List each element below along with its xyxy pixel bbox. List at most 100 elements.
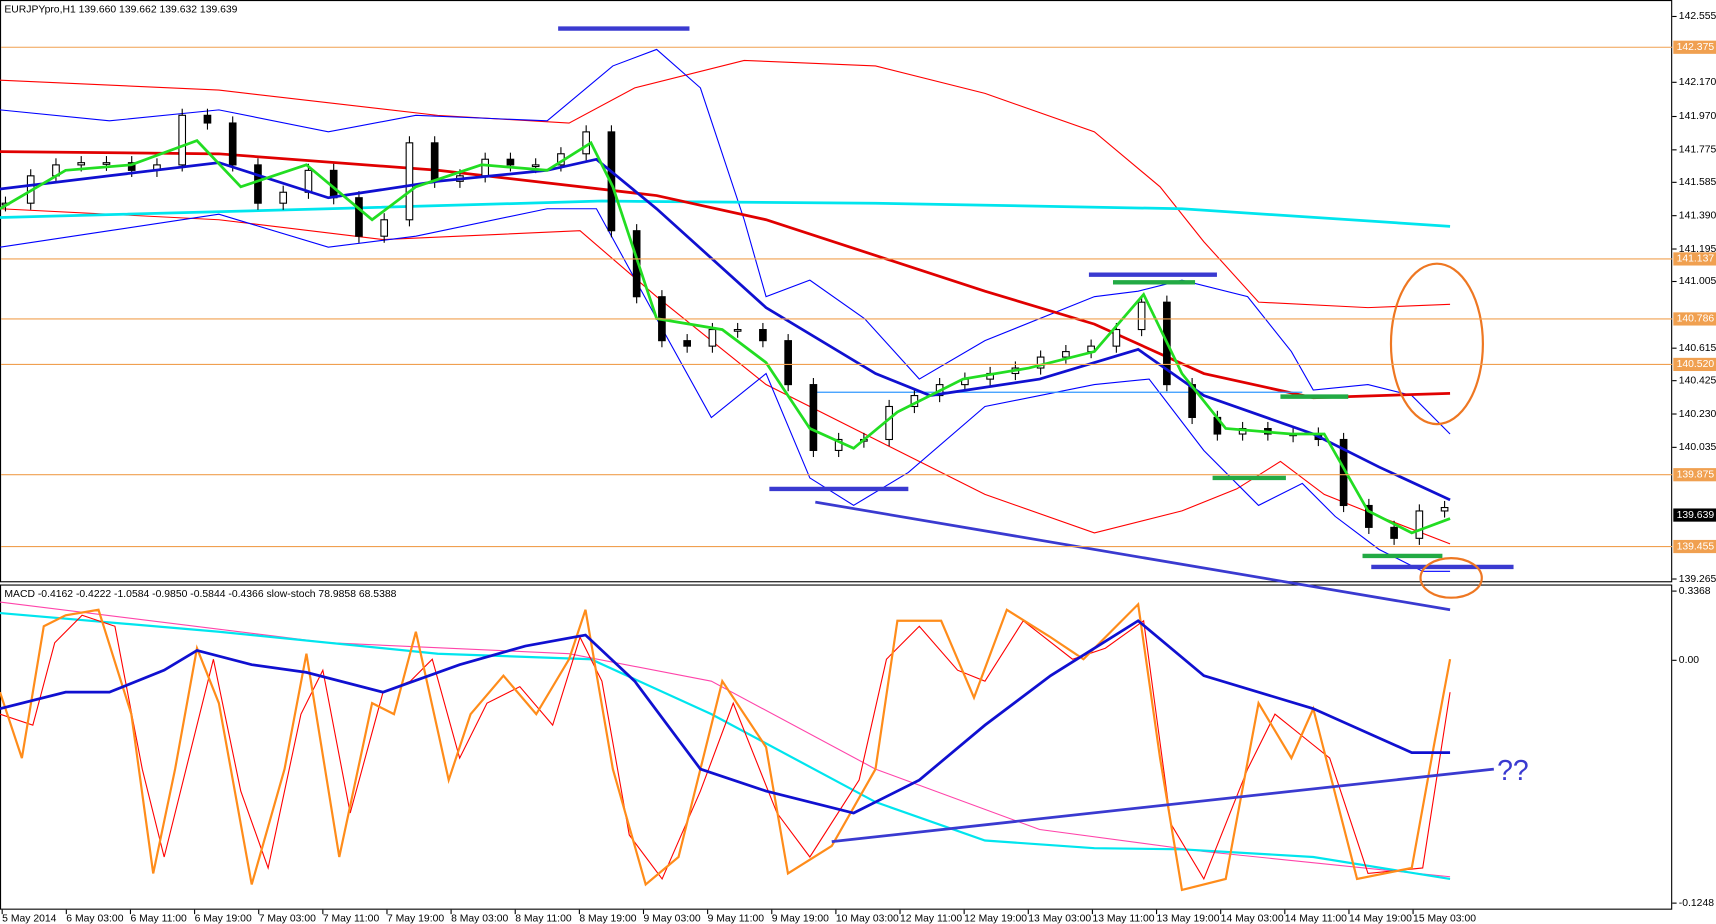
indicator-tick-label: 0.00 xyxy=(1679,655,1699,666)
candle xyxy=(430,142,439,182)
y-tick-label: 140.615 xyxy=(1679,343,1716,354)
x-tick-label: 9 May 03:00 xyxy=(644,913,701,924)
bollinger-lower xyxy=(0,208,1451,572)
overlays xyxy=(0,48,1451,572)
candle xyxy=(531,164,540,168)
x-tick-label: 7 May 19:00 xyxy=(387,913,444,924)
level-label-box xyxy=(1673,252,1716,266)
ma-fastest xyxy=(0,139,1451,535)
x-tick-label: 8 May 19:00 xyxy=(579,913,636,924)
candle xyxy=(203,114,212,124)
candle xyxy=(1415,510,1424,539)
y-tick-label: 141.775 xyxy=(1679,145,1716,156)
highlight-ellipse xyxy=(1419,557,1483,599)
x-tick-label: 15 May 03:00 xyxy=(1413,913,1476,924)
x-tick-label: 13 May 11:00 xyxy=(1092,913,1154,924)
current-price-box xyxy=(1673,508,1716,522)
x-tick-label: 7 May 03:00 xyxy=(259,913,316,924)
current-price-label: 139.639 xyxy=(1677,510,1715,521)
y-tick-label: 141.390 xyxy=(1679,210,1716,221)
ma-fast xyxy=(0,157,1451,502)
y-tick-label: 141.585 xyxy=(1679,177,1716,188)
candle xyxy=(708,328,717,347)
candle xyxy=(355,197,363,237)
level-label-box xyxy=(1673,468,1716,482)
x-tick-label: 6 May 19:00 xyxy=(195,913,252,924)
x-tick-label: 13 May 19:00 xyxy=(1157,913,1220,924)
level-label: 139.875 xyxy=(1677,469,1715,480)
y-tick-label: 140.230 xyxy=(1679,409,1716,420)
x-tick-label: 6 May 03:00 xyxy=(66,913,123,924)
candle xyxy=(506,158,515,166)
y-tick-label: 142.555 xyxy=(1679,11,1716,22)
candle xyxy=(1137,301,1146,331)
annotation: ?? xyxy=(1497,755,1529,787)
y-tick-label: 142.170 xyxy=(1679,77,1716,88)
candle xyxy=(304,169,313,193)
stoch-signal xyxy=(0,614,1451,881)
x-tick-label: 5 May 2014 xyxy=(2,913,56,924)
indicator-panel xyxy=(0,584,1673,910)
x-tick-label: 12 May 19:00 xyxy=(964,913,1027,924)
candle xyxy=(1112,328,1121,347)
indicator-tick-label: -0.1248 xyxy=(1679,898,1714,909)
macd-line xyxy=(0,619,1451,815)
y-tick-label: 141.970 xyxy=(1679,111,1716,122)
x-tick-label: 9 May 19:00 xyxy=(772,913,829,924)
x-tick-label: 14 May 11:00 xyxy=(1285,913,1347,924)
x-tick-label: 13 May 03:00 xyxy=(1028,913,1091,924)
candle xyxy=(834,438,843,451)
level-label: 140.520 xyxy=(1677,359,1715,370)
x-tick-label: 12 May 11:00 xyxy=(900,913,962,924)
candle xyxy=(102,162,111,165)
x-tick-label: 9 May 11:00 xyxy=(708,913,765,924)
level-label: 142.375 xyxy=(1677,42,1715,53)
x-tick-label: 8 May 11:00 xyxy=(515,913,572,924)
x-tick-label: 10 May 03:00 xyxy=(836,913,899,924)
indicator-curves xyxy=(0,601,1494,892)
drawn-levels xyxy=(558,26,1514,570)
candle xyxy=(733,328,742,332)
candle xyxy=(178,114,187,166)
level-label-box xyxy=(1673,357,1716,372)
trendline xyxy=(815,500,1451,612)
y-tick-label: 140.425 xyxy=(1679,375,1716,386)
candle xyxy=(127,162,136,171)
macd-trendline xyxy=(831,767,1494,843)
level-label-box xyxy=(1673,40,1716,54)
candle xyxy=(1390,526,1398,539)
candle xyxy=(683,340,691,347)
indicator-line xyxy=(0,601,1451,878)
candle xyxy=(228,122,237,166)
level-label-box xyxy=(1673,312,1716,326)
indicator-header: MACD -0.4162 -0.4222 -1.0584 -0.9850 -0.… xyxy=(4,589,396,600)
overlays-top xyxy=(0,26,1514,612)
candle xyxy=(1036,356,1045,369)
x-tick-label: 14 May 03:00 xyxy=(1221,913,1284,924)
stoch-main xyxy=(0,601,1452,892)
indicator-tick-label: 0.3368 xyxy=(1679,586,1711,597)
candle xyxy=(1062,351,1070,358)
candle xyxy=(279,191,288,204)
candle xyxy=(481,158,490,177)
green-levels xyxy=(1112,280,1443,559)
candle xyxy=(784,340,792,386)
y-tick-label: 140.035 xyxy=(1679,442,1716,453)
x-tick-label: 6 May 11:00 xyxy=(130,913,187,924)
candle xyxy=(1440,506,1449,512)
candle xyxy=(632,230,641,298)
symbol-header: EURJPYpro,H1 139.660 139.662 139.632 139… xyxy=(4,5,237,16)
price-panel xyxy=(0,0,1673,583)
x-tick-label: 7 May 11:00 xyxy=(323,913,380,924)
candle xyxy=(809,384,818,451)
candle xyxy=(380,219,389,237)
level-label: 140.786 xyxy=(1677,314,1715,325)
ma-slow xyxy=(0,199,1451,228)
level-label: 141.137 xyxy=(1677,254,1715,265)
highlight-ellipse xyxy=(1389,262,1484,426)
envelope-lower xyxy=(0,208,1451,545)
y-tick-label: 139.265 xyxy=(1679,574,1716,585)
